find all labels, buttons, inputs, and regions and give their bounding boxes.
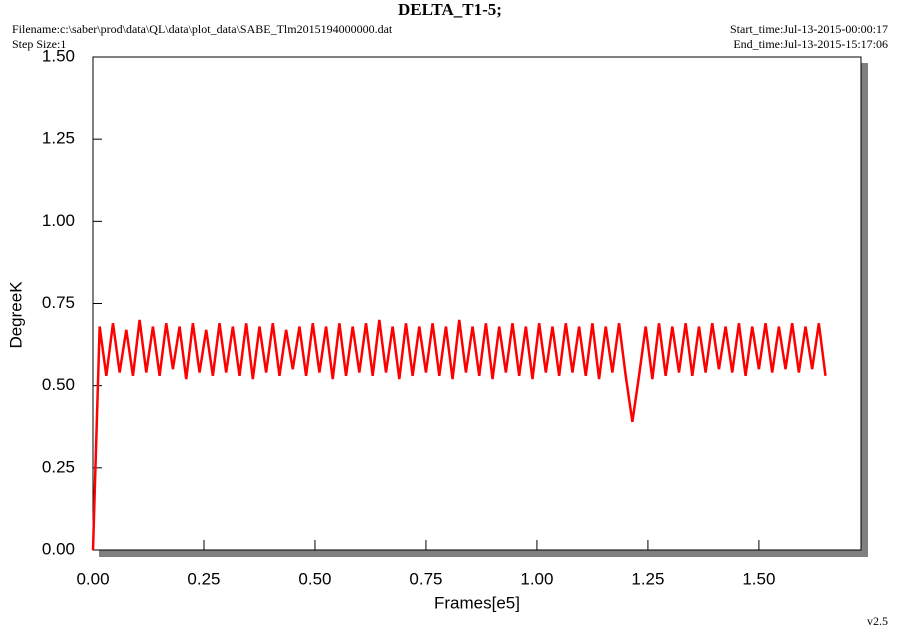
x-tick-label: 1.25 bbox=[631, 569, 664, 588]
data-line bbox=[91, 319, 827, 551]
x-tick-label: 0.75 bbox=[409, 569, 442, 588]
y-tick-label: 0.25 bbox=[42, 457, 75, 476]
y-tick-label: 1.50 bbox=[42, 46, 75, 65]
x-tick-label: 0.25 bbox=[187, 569, 220, 588]
end-time: End_time:Jul-13-2015-15:17:06 bbox=[733, 37, 888, 51]
y-tick-label: 1.00 bbox=[42, 211, 75, 230]
filename: Filename:c:\saber\prod\data\QL\data\plot… bbox=[12, 22, 393, 36]
y-tick-label: 0.75 bbox=[42, 293, 75, 312]
x-tick-label: 0.50 bbox=[298, 569, 331, 588]
y-tick-label: 0.50 bbox=[42, 375, 75, 394]
y-axis-label: DegreeK bbox=[6, 281, 25, 349]
y-tick-label: 1.25 bbox=[42, 129, 75, 148]
chart-title: DELTA_T1-5; bbox=[398, 0, 502, 19]
y-tick-label: 0.00 bbox=[42, 539, 75, 558]
x-tick-label: 1.50 bbox=[742, 569, 775, 588]
step-size: Step Size:1 bbox=[12, 37, 66, 51]
version: v2.5 bbox=[867, 614, 888, 628]
x-tick-label: 1.00 bbox=[520, 569, 553, 588]
plot-area bbox=[92, 56, 862, 551]
x-tick-label: 0.00 bbox=[76, 569, 109, 588]
start-time: Start_time:Jul-13-2015-00:00:17 bbox=[730, 22, 888, 36]
x-axis-label: Frames[e5] bbox=[434, 593, 520, 612]
